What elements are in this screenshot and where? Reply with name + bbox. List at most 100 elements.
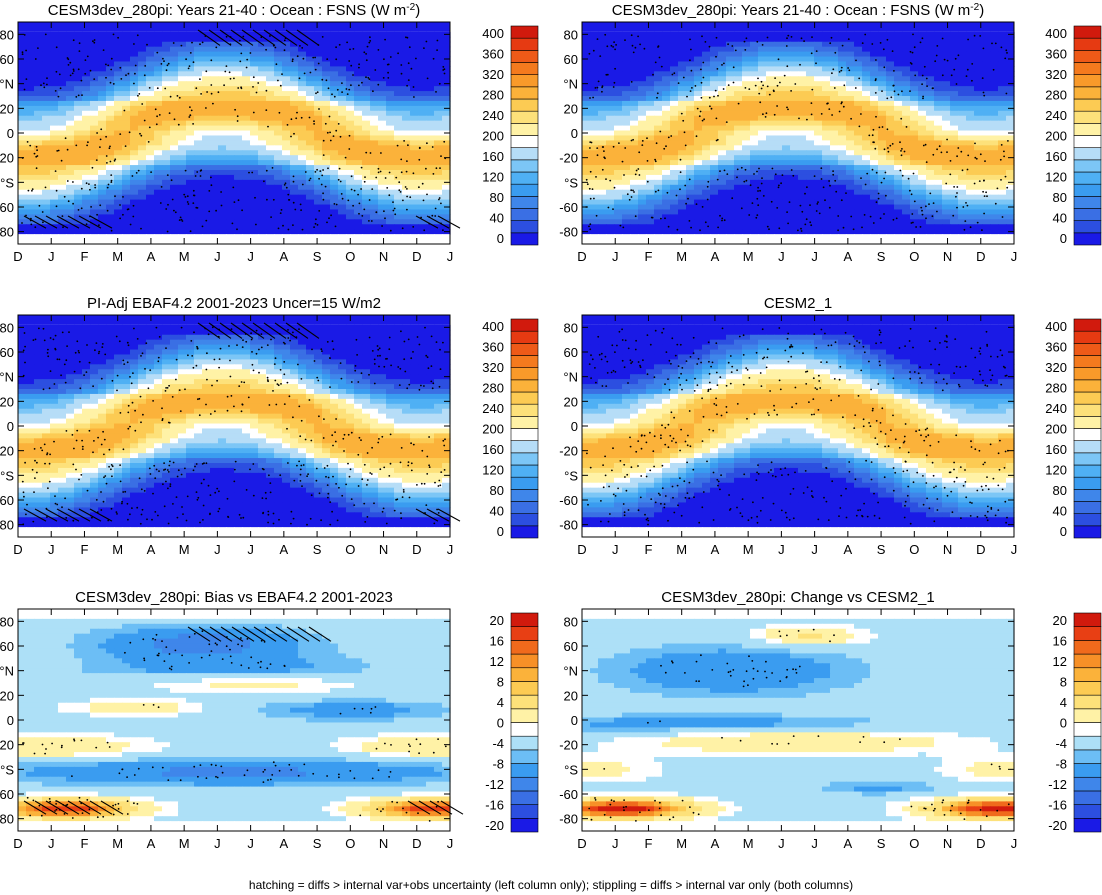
stipple-dot [377, 167, 380, 170]
heat-cell [186, 160, 195, 166]
heat-cell [434, 209, 443, 215]
heat-cell [378, 51, 387, 58]
heat-cell [218, 160, 227, 166]
heat-cell [58, 160, 67, 166]
heat-cell [830, 105, 839, 112]
heat-cell [226, 120, 235, 127]
heat-cell [902, 36, 911, 43]
heat-cell [242, 56, 251, 63]
heat-cell [130, 219, 139, 225]
heat-cell [266, 194, 275, 201]
heat-cell [638, 135, 647, 141]
heat-cell [162, 194, 171, 201]
heat-cell [718, 51, 727, 58]
heat-cell [966, 160, 975, 166]
heat-cell [186, 135, 195, 141]
heat-cell [138, 135, 147, 141]
heat-cell [202, 125, 211, 132]
heat-cell [426, 125, 435, 132]
heat-cell [322, 224, 331, 230]
heat-cell [630, 96, 639, 102]
heat-cell [918, 130, 927, 137]
heat-cell [194, 31, 203, 38]
heat-cell [58, 130, 67, 137]
heat-cell [234, 86, 243, 92]
x-tick-label: N [379, 249, 388, 264]
heat-cell [282, 91, 291, 97]
heat-cell [862, 61, 871, 67]
heat-cell [218, 96, 227, 102]
heat-cell [322, 234, 331, 240]
heat-cell [662, 189, 671, 196]
heat-cell [966, 110, 975, 117]
heat-cell [982, 160, 991, 166]
heat-cell [694, 135, 703, 141]
heat-cell [758, 145, 767, 151]
heat-cell [290, 66, 299, 72]
stipple-dot [372, 90, 374, 93]
heat-cell [346, 170, 355, 176]
heat-cell [766, 174, 775, 181]
heat-cell [370, 61, 379, 67]
heat-cell [194, 174, 203, 181]
heat-cell [130, 120, 139, 127]
stipple-dot [194, 175, 197, 177]
heat-cell [178, 125, 187, 132]
heat-cell [74, 214, 83, 220]
heat-cell [290, 184, 299, 191]
heat-cell [966, 135, 975, 141]
heat-cell [758, 91, 767, 97]
heat-cell [630, 31, 639, 38]
heat-cell [298, 66, 307, 72]
heat-cell [654, 140, 663, 146]
heat-cell [378, 86, 387, 92]
heat-cell [442, 51, 451, 58]
heat-cell [354, 194, 363, 201]
heat-cell [790, 140, 799, 146]
heat-cell [386, 189, 395, 196]
heat-cell [138, 81, 147, 87]
heat-cell [266, 135, 275, 141]
heat-cell [670, 51, 679, 58]
stipple-dot [167, 203, 169, 206]
heat-cell [822, 86, 831, 92]
heat-cell [854, 174, 863, 181]
heat-cell [854, 105, 863, 112]
heat-cell [622, 184, 631, 191]
heat-cell [774, 31, 783, 38]
heat-cell [298, 184, 307, 191]
heat-cell [718, 189, 727, 196]
heat-cell [26, 189, 35, 196]
heat-cell [694, 31, 703, 38]
heat-cell [846, 170, 855, 176]
heat-cell [154, 234, 163, 240]
heat-cell [226, 179, 235, 186]
heat-cell [138, 174, 147, 181]
heat-cell [870, 130, 879, 137]
stipple-dot [195, 87, 198, 90]
heat-cell [822, 165, 831, 171]
heat-cell [162, 66, 171, 72]
heat-cell [766, 140, 775, 146]
stipple-dot [156, 115, 159, 118]
heat-cell [694, 66, 703, 72]
stipple-dot [442, 66, 445, 68]
heat-cell [202, 160, 211, 166]
stipple-dot [294, 208, 297, 211]
heat-cell [990, 56, 999, 63]
heat-cell [878, 66, 887, 72]
heat-cell [966, 96, 975, 102]
heat-cell [186, 56, 195, 63]
heat-cell [266, 81, 275, 87]
heat-cell [662, 130, 671, 137]
stipple-dot [210, 176, 212, 179]
stipple-dot [192, 61, 195, 64]
heat-cell [766, 115, 775, 122]
heat-cell [370, 71, 379, 77]
heat-cell [170, 179, 179, 186]
heat-cell [202, 100, 211, 107]
heat-cell [314, 140, 323, 146]
heat-cell [282, 96, 291, 102]
stipple-dot [233, 77, 235, 80]
heat-cell [910, 41, 919, 48]
